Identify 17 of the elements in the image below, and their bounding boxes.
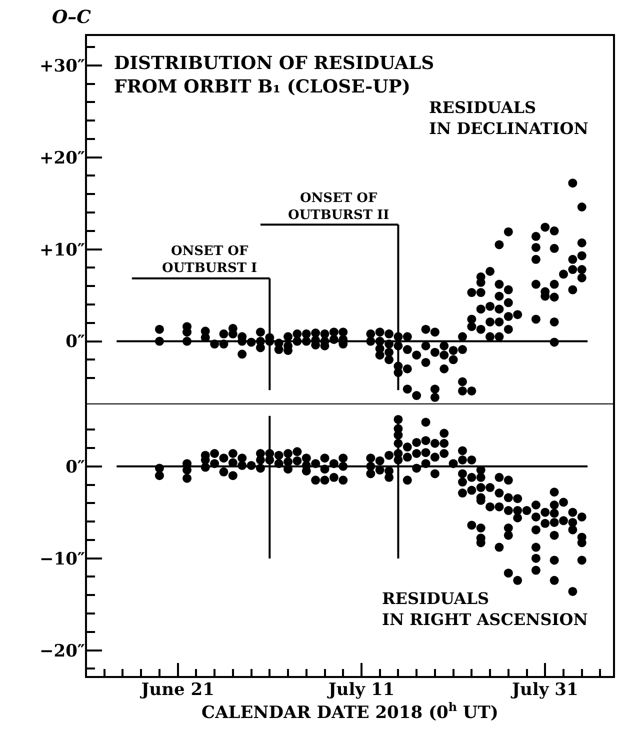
x-axis-title: CALENDAR DATE 2018 (0$^{h}$ UT)	[202, 700, 498, 724]
y-tick-label: +10″	[40, 240, 86, 260]
y-tick-label: −20″	[40, 641, 86, 662]
y-tick-label: +20″	[40, 148, 86, 168]
x-tick-label: June 21	[139, 680, 214, 700]
text: DISTRIBUTION OF RESIDUALS FROM ORBIT B₁ (CLOSE-UP)	[114, 53, 434, 98]
ref-line-label: ONSET OF OUTBURST II	[288, 191, 390, 223]
y-tick-label: −10″	[40, 549, 86, 570]
y-axis-title: O–C	[52, 7, 92, 28]
ref-line-label: ONSET OF OUTBURST I	[162, 244, 258, 276]
x-tick-label: July 31	[510, 680, 578, 700]
x-tick-label: July 11	[326, 680, 395, 700]
y-tick-label: 0″	[66, 457, 86, 478]
y-tick-label: 0″	[66, 332, 86, 352]
annotation: RESIDUALS IN RIGHT ASCENSION	[382, 589, 588, 629]
annotation: RESIDUALS IN DECLINATION	[429, 98, 588, 138]
y-tick-label: +30″	[40, 56, 86, 76]
